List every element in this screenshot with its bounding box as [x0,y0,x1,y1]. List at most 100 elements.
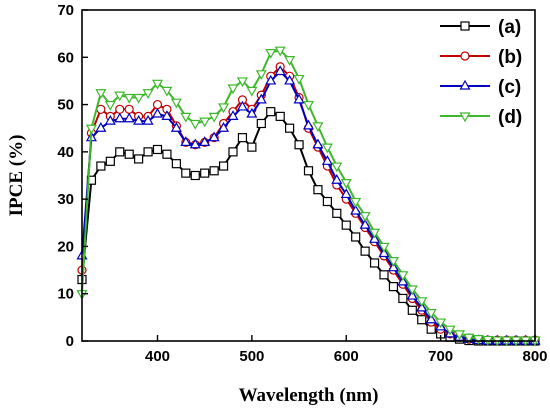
data-point [199,136,211,146]
data-point [218,103,230,114]
data-point [379,270,389,280]
data-point [350,197,362,208]
data-point [123,112,135,123]
data-point [331,174,343,184]
data-point [407,305,417,315]
data-point [180,136,192,146]
legend-label: (a) [498,17,521,38]
y-tick-label: 10 [57,286,74,303]
data-point [293,93,305,104]
data-point [293,74,305,85]
data-point [369,228,381,239]
data-point [152,99,163,110]
data-point [133,93,145,104]
data-point [200,168,210,178]
data-point [322,196,332,207]
x-tick-label: 600 [334,348,359,365]
data-point [351,232,361,242]
data-point [236,100,248,111]
data-point [274,46,286,57]
data-point [388,282,399,292]
data-point [105,156,115,166]
data-point [142,114,154,125]
data-point [227,110,239,120]
y-tick-label: 0 [66,333,74,350]
data-point [170,121,182,132]
data-point [369,258,380,268]
series-layer [76,46,541,347]
data-point [255,70,267,81]
data-point [463,333,475,344]
data-point [246,86,258,97]
data-point [256,118,266,129]
x-tick-label: 700 [428,348,453,365]
data-point [218,161,229,171]
data-point [350,204,362,215]
data-point [142,89,154,99]
data-point [170,98,182,109]
data-point [397,271,409,282]
data-point [114,91,126,102]
data-point [162,149,172,159]
data-point [161,110,173,120]
data-point [275,111,285,121]
legend-label: (d) [498,107,522,128]
data-point [133,114,145,125]
data-point [332,208,342,218]
series-3 [76,46,541,347]
data-point [341,220,351,230]
y-tick-label: 20 [57,238,74,255]
data-point [181,168,191,178]
data-point [417,315,427,325]
data-point [285,123,295,133]
data-point [406,285,418,296]
data-point [303,166,314,176]
data-point [171,159,181,169]
legend-marker [460,21,470,31]
data-point [208,131,220,142]
x-tick-label: 500 [239,348,264,365]
data-point [152,144,163,155]
data-point [96,161,106,171]
legend-label: (b) [498,47,522,68]
plot-frame [81,9,536,342]
data-point [387,257,399,267]
legend: (a) (b) (c) (d) [440,17,522,128]
data-point [180,112,192,123]
series-2 [76,65,541,345]
data-point [435,318,447,329]
legend-item: (d) [440,107,522,128]
data-point [274,65,286,76]
data-point [247,142,257,152]
legend-marker [459,112,471,123]
x-tick-label: 400 [145,348,170,365]
series-line-0 [81,110,535,342]
data-point [143,147,153,157]
data-point [360,246,370,256]
data-point [265,74,277,85]
data-point [321,155,333,165]
data-point [151,79,164,90]
data-point [95,89,107,99]
data-point [104,114,116,125]
y-axis-title: IPCE (%) [6,135,27,217]
data-point [340,188,352,199]
x-tick-label: 800 [522,348,547,365]
data-point [208,112,220,123]
data-point [115,104,125,114]
data-point [255,93,267,104]
data-point [123,93,135,104]
data-point [124,104,134,114]
data-point [209,166,219,176]
data-point [266,107,276,117]
data-point [104,100,116,111]
data-point [312,138,324,149]
data-point [114,112,126,123]
legend-marker [460,51,470,61]
legend-item: (c) [440,77,521,98]
legend-marker [459,79,471,90]
data-point [416,297,428,308]
data-point [294,140,304,150]
legend-item: (a) [440,17,521,38]
